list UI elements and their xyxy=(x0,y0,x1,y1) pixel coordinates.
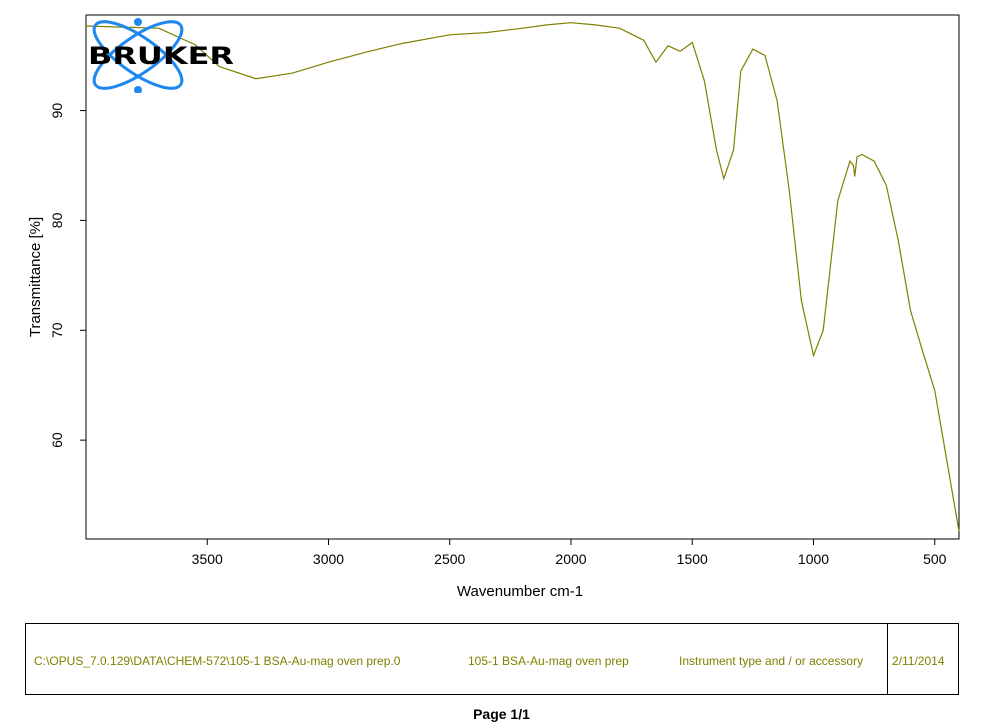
x-tick-label: 2000 xyxy=(555,551,586,567)
x-tick-label: 1000 xyxy=(798,551,829,567)
spectrum-line xyxy=(85,22,960,532)
y-tick-label: 80 xyxy=(49,212,65,228)
info-footer: C:\OPUS_7.0.129\DATA\CHEM-572\105-1 BSA-… xyxy=(25,623,959,695)
x-tick-label: 500 xyxy=(923,551,947,567)
page-number: Page 1/1 xyxy=(473,706,530,722)
y-tick-label: 70 xyxy=(49,322,65,338)
x-tick-label: 3500 xyxy=(192,551,223,567)
y-axis-label: Transmittance [%] xyxy=(27,217,44,337)
x-tick-label: 2500 xyxy=(434,551,465,567)
spectrum-chart: 3500 3000 2500 2000 1500 1000 500 60 70 80 90 Wave… xyxy=(27,14,960,600)
instrument-info: Instrument type and / or accessory xyxy=(679,654,864,668)
y-tick-label: 90 xyxy=(49,103,65,119)
x-tick-label: 3000 xyxy=(313,551,344,567)
footer-divider xyxy=(887,624,888,694)
x-axis-label: Wavenumber cm-1 xyxy=(457,583,583,600)
bruker-logo: BRUKER xyxy=(88,18,234,93)
plot-frame xyxy=(85,14,960,540)
sample-name: 105-1 BSA-Au-mag oven prep xyxy=(468,654,629,668)
x-tick-label: 1500 xyxy=(677,551,708,567)
y-tick-label: 60 xyxy=(49,432,65,448)
logo-text: BRUKER xyxy=(88,42,234,70)
date: 2/11/2014 xyxy=(892,654,945,668)
file-path: C:\OPUS_7.0.129\DATA\CHEM-572\105-1 BSA-… xyxy=(34,654,401,668)
